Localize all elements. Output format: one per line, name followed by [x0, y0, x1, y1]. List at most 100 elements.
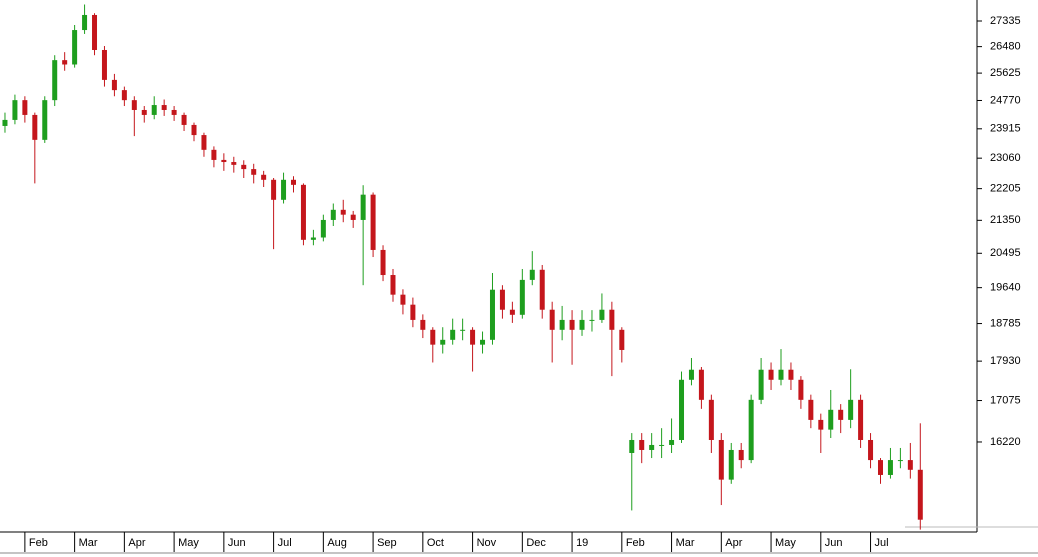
candle-body [101, 49, 107, 80]
candle-body [679, 379, 685, 440]
candle-body [251, 169, 257, 175]
candle-body [52, 60, 58, 101]
x-tick-label: May [775, 537, 796, 549]
x-tick-label: Feb [29, 537, 48, 549]
candle-body [42, 100, 48, 140]
candle-body [111, 79, 117, 91]
candle-body [917, 469, 923, 520]
candle-body [380, 249, 386, 276]
candle-body [430, 329, 436, 345]
y-tick-label: 24770 [990, 94, 1021, 106]
candle-body [549, 309, 555, 330]
candle-body [489, 289, 495, 340]
candle-body [748, 399, 754, 461]
candle-body [330, 209, 336, 220]
candle-body [290, 179, 296, 185]
candle-body [410, 304, 416, 320]
candle-body [480, 339, 486, 345]
candle-body [32, 114, 38, 140]
candle-body [121, 90, 127, 101]
candle-body [370, 194, 376, 250]
y-tick-label: 23915 [990, 123, 1021, 135]
candle-body [848, 399, 854, 420]
candle-body [62, 60, 68, 65]
candle-body [688, 369, 694, 380]
candle-body [360, 194, 366, 220]
candle-body [609, 309, 615, 330]
candle-body [499, 289, 505, 310]
x-tick-label: Jul [875, 537, 889, 549]
y-tick-label: 22205 [990, 183, 1021, 195]
candle-body [778, 369, 784, 380]
candle-body [440, 339, 446, 345]
candle-body [400, 294, 406, 305]
candle-body [639, 439, 645, 450]
candle-body [887, 460, 893, 475]
y-tick-label: 16220 [990, 436, 1021, 448]
x-tick-label: Nov [477, 537, 497, 549]
candle-body [589, 319, 595, 321]
candle-body [450, 329, 456, 340]
candle-body [92, 14, 98, 50]
x-tick-label: Mar [79, 537, 98, 549]
y-tick-label: 26480 [990, 41, 1021, 53]
candle-body [629, 439, 635, 453]
candle-body [698, 369, 704, 400]
candle-body [340, 209, 346, 215]
candle-body [728, 449, 734, 480]
candle-body [788, 369, 794, 380]
candle-body [201, 135, 207, 150]
candle-body [877, 460, 883, 475]
y-tick-label: 27335 [990, 15, 1021, 27]
candle-body [2, 119, 8, 126]
candle-body [22, 100, 28, 115]
x-tick-label: Apr [725, 537, 742, 549]
candle-body [320, 219, 326, 238]
candle-body [470, 329, 476, 345]
candle-body [271, 179, 277, 200]
candle-body [241, 164, 247, 170]
y-tick-label: 18785 [990, 317, 1021, 329]
candle-body [649, 444, 655, 450]
x-tick-label: 19 [576, 537, 588, 549]
x-tick-label: Oct [427, 537, 444, 549]
candle-body [718, 439, 724, 480]
candle-body [659, 444, 665, 446]
y-tick-label: 19640 [990, 282, 1021, 294]
candle-body [529, 269, 535, 280]
candle-body [191, 124, 197, 136]
candle-body [390, 275, 396, 295]
candle-body [758, 369, 764, 400]
candle-body [858, 399, 864, 440]
candle-body [669, 439, 675, 445]
y-tick-label: 23060 [990, 152, 1021, 164]
candle-body [579, 319, 585, 330]
candle-body [460, 329, 466, 331]
candle-body [82, 14, 88, 31]
x-tick-label: Feb [626, 537, 645, 549]
candle-body [300, 184, 306, 240]
candle-body [281, 179, 287, 200]
x-tick-label: Jun [228, 537, 246, 549]
candle-body [151, 105, 157, 115]
candle-body [231, 162, 237, 165]
candle-body [907, 460, 913, 470]
candle-body [599, 309, 605, 320]
candle-body [768, 369, 774, 380]
candle-body [559, 319, 565, 330]
candle-body [211, 149, 217, 160]
candle-body [141, 109, 147, 115]
candle-body [569, 319, 575, 330]
candle-body [261, 174, 267, 180]
candle-body [420, 319, 426, 330]
candle-body [131, 100, 137, 110]
y-tick-label: 21350 [990, 214, 1021, 226]
x-tick-label: Apr [128, 537, 145, 549]
candle-body [181, 114, 187, 125]
candle-body [708, 399, 714, 440]
x-tick-label: Aug [327, 537, 347, 549]
candle-body [818, 419, 824, 430]
y-tick-label: 17930 [990, 355, 1021, 367]
candle-body [868, 439, 874, 461]
